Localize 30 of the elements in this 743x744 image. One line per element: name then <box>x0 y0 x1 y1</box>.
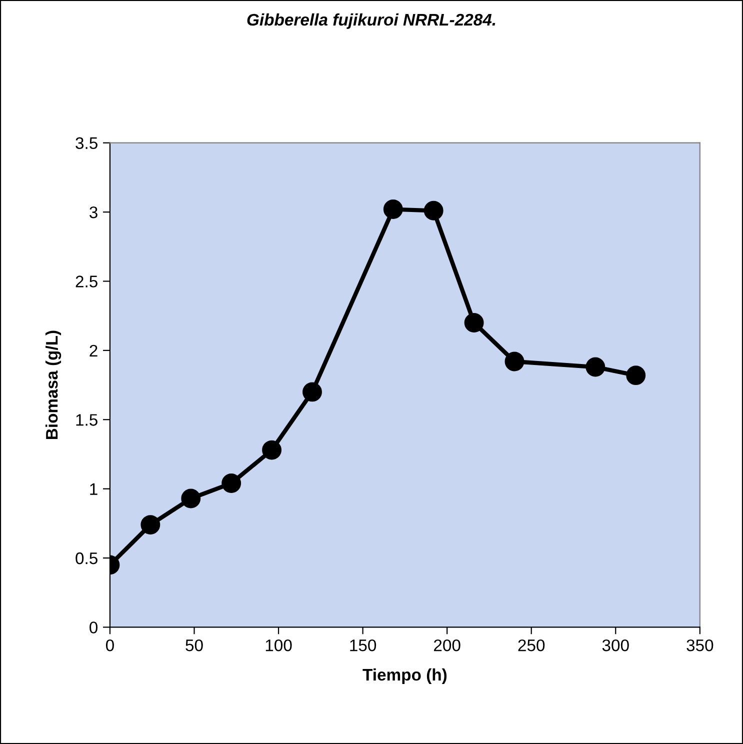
x-tick-label: 100 <box>266 639 292 652</box>
y-tick-label: 1.5 <box>76 414 98 426</box>
y-tick-label: 0.5 <box>76 552 98 564</box>
x-tick-label: 350 <box>686 639 714 652</box>
x-tick-label: 300 <box>602 639 629 652</box>
point <box>383 200 403 219</box>
point <box>302 382 322 402</box>
y-tick-label: 2.5 <box>76 276 98 288</box>
point <box>424 200 444 220</box>
x-tick-label: 50 <box>186 639 203 652</box>
chart-title: Gibberella fujikuroi NRRL-2284. <box>247 13 496 29</box>
point <box>504 352 524 372</box>
x-axis-title: Tiempo (h) <box>362 668 447 684</box>
x-tick-label: 200 <box>434 639 460 652</box>
point <box>626 366 646 386</box>
x-tick-label: 0 <box>106 639 114 652</box>
y-tick-label: 2 <box>90 344 98 356</box>
y-axis-title: Biomasa (g/L) <box>45 330 62 439</box>
point <box>262 440 282 460</box>
point <box>222 474 242 493</box>
point <box>140 515 160 535</box>
y-tick-label: 3.5 <box>76 137 98 150</box>
y-tick-label: 1 <box>90 483 98 495</box>
y-tick-label: 0 <box>90 622 98 634</box>
y-tick-label: 3 <box>90 206 98 218</box>
point <box>464 313 484 332</box>
x-tick-label: 150 <box>350 639 376 652</box>
point <box>181 488 201 508</box>
point <box>586 357 606 377</box>
x-tick-label: 250 <box>518 639 545 652</box>
